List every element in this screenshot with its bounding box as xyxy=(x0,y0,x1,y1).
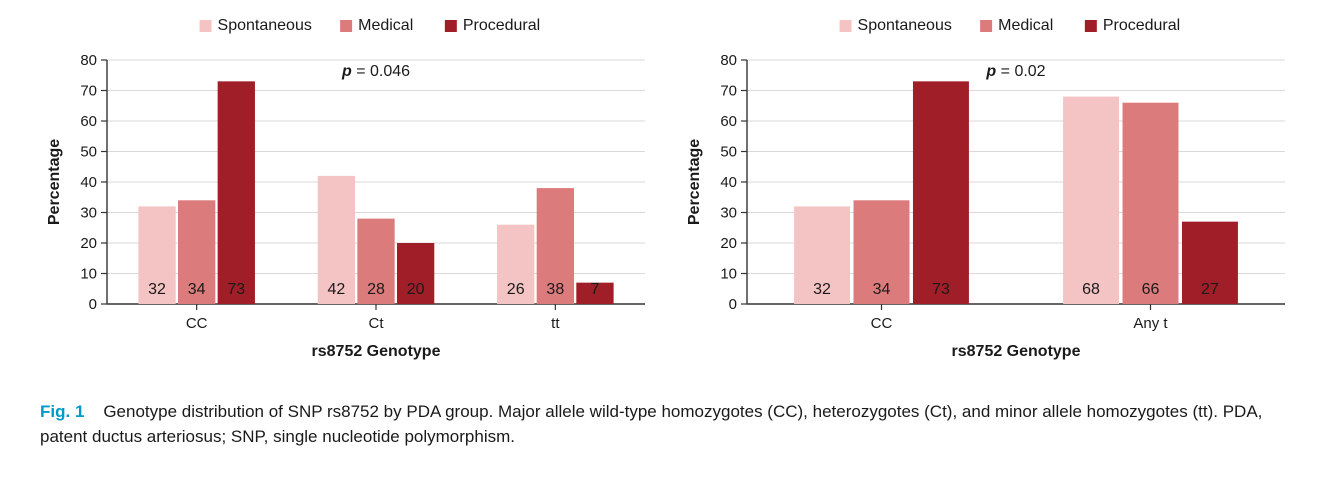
y-tick-label: 80 xyxy=(720,52,737,69)
figure-caption-text: Genotype distribution of SNP rs8752 by P… xyxy=(40,402,1262,446)
y-tick-label: 40 xyxy=(720,174,737,191)
legend-label: Medical xyxy=(358,17,413,34)
x-tick-label: CC xyxy=(871,315,893,332)
legend-label: Spontaneous xyxy=(218,17,312,34)
left-chart-svg: 0 10 20 30 40 50 60 70 80 Percentage 32 34 73 CC 42 28 2… xyxy=(39,10,659,380)
legend-swatch xyxy=(445,20,457,32)
bar-value-label: 73 xyxy=(932,281,950,298)
bar xyxy=(218,81,255,304)
y-tick-label: 30 xyxy=(80,205,97,222)
y-tick-label: 70 xyxy=(80,83,97,100)
legend-label: Procedural xyxy=(463,17,540,34)
y-tick-label: 20 xyxy=(80,235,97,252)
x-tick-label: Any t xyxy=(1133,315,1168,332)
y-tick-label: 60 xyxy=(720,113,737,130)
figure: 01020304050607080Percentage323473CC42282… xyxy=(0,0,1338,449)
charts-row: 01020304050607080Percentage323473CC42282… xyxy=(30,10,1308,380)
bar-value-label: 66 xyxy=(1142,281,1160,298)
bar-value-label: 20 xyxy=(407,281,425,298)
x-axis-label: rs8752 Genotype xyxy=(312,343,441,360)
y-axis-label: Percentage xyxy=(686,139,703,225)
bar-value-label: 42 xyxy=(327,281,345,298)
bar-value-label: 34 xyxy=(873,281,891,298)
y-tick-label: 0 xyxy=(89,296,97,313)
y-tick-label: 10 xyxy=(720,266,737,283)
x-tick-label: CC xyxy=(186,315,208,332)
legend-swatch xyxy=(200,20,212,32)
bar-value-label: 32 xyxy=(813,281,831,298)
y-axis-label: Percentage xyxy=(46,139,63,225)
legend-swatch xyxy=(340,20,352,32)
legend-label: Spontaneous xyxy=(858,17,952,34)
y-tick-label: 50 xyxy=(720,144,737,161)
y-tick-label: 70 xyxy=(720,83,737,100)
p-value-text: p = 0.046 xyxy=(341,63,410,80)
bar xyxy=(913,81,969,304)
legend-label: Medical xyxy=(998,17,1053,34)
bar-value-label: 73 xyxy=(227,281,245,298)
y-tick-label: 40 xyxy=(80,174,97,191)
y-tick-label: 60 xyxy=(80,113,97,130)
bar-value-label: 7 xyxy=(591,281,600,298)
figure-caption: Fig. 1 Genotype distribution of SNP rs87… xyxy=(30,400,1308,449)
figure-label: Fig. 1 xyxy=(40,402,84,421)
bar xyxy=(1063,97,1119,304)
bar-value-label: 38 xyxy=(546,281,564,298)
bar-value-label: 27 xyxy=(1201,281,1219,298)
left-chart-panel: 0 10 20 30 40 50 60 70 80 Percentage 32 34 73 CC 42 28 2… xyxy=(39,10,659,380)
x-tick-label: tt xyxy=(551,315,560,332)
bar-value-label: 34 xyxy=(188,281,206,298)
p-value-text: p = 0.02 xyxy=(985,63,1045,80)
legend-swatch xyxy=(980,20,992,32)
y-tick-label: 30 xyxy=(720,205,737,222)
right-chart-panel: 0 10 20 30 40 50 60 70 80 Percentage 32 34 73 CC 68 66 2… xyxy=(679,10,1299,380)
y-tick-label: 80 xyxy=(80,52,97,69)
right-chart-svg: 0 10 20 30 40 50 60 70 80 Percentage 32 34 73 CC 68 66 2… xyxy=(679,10,1299,380)
legend-swatch xyxy=(840,20,852,32)
bar-value-label: 32 xyxy=(148,281,166,298)
x-axis-label: rs8752 Genotype xyxy=(952,343,1081,360)
bar xyxy=(1123,103,1179,304)
legend-label: Procedural xyxy=(1103,17,1180,34)
bar-value-label: 68 xyxy=(1082,281,1100,298)
y-tick-label: 0 xyxy=(729,296,737,313)
legend-swatch xyxy=(1085,20,1097,32)
x-tick-label: Ct xyxy=(369,315,385,332)
y-tick-label: 20 xyxy=(720,235,737,252)
bar-value-label: 28 xyxy=(367,281,385,298)
bar-value-label: 26 xyxy=(507,281,525,298)
y-tick-label: 10 xyxy=(80,266,97,283)
y-tick-label: 50 xyxy=(80,144,97,161)
